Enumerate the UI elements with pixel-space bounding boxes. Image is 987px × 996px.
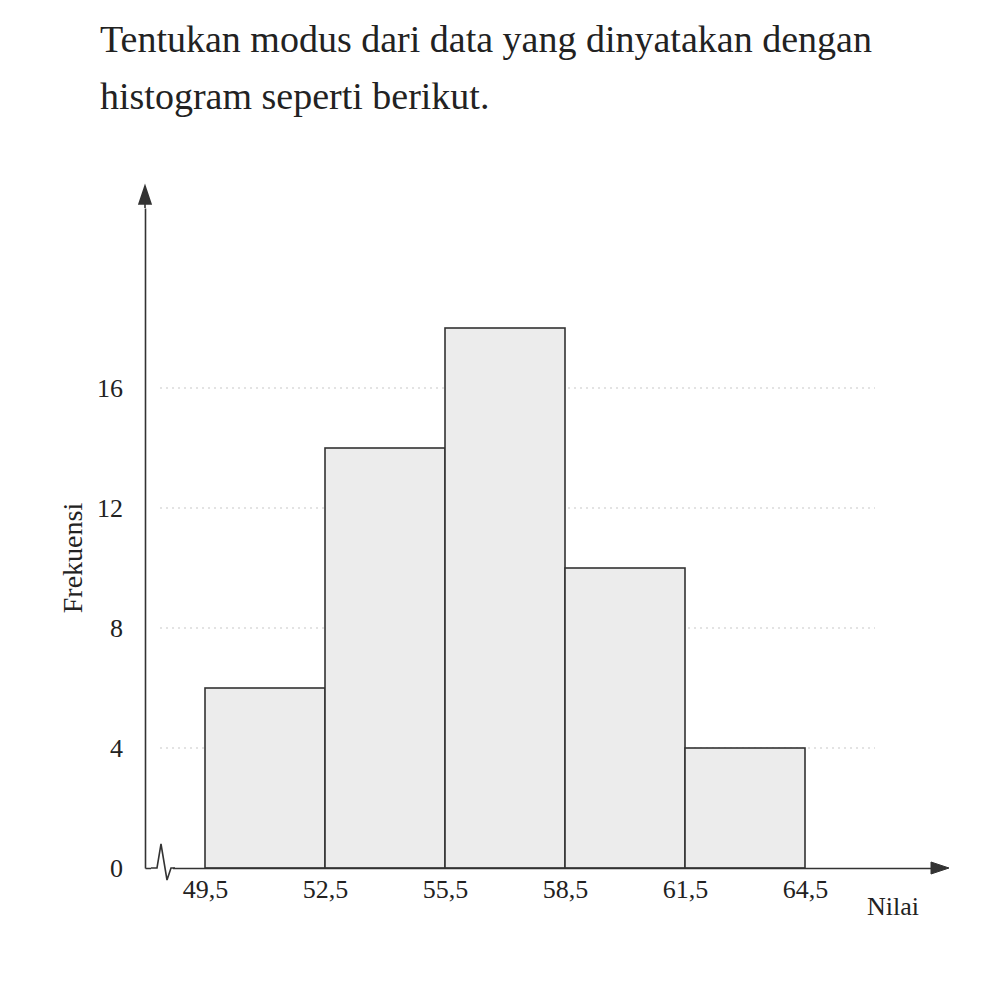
y-tick: 12 [97,494,145,523]
bar [445,328,565,868]
y-tick: 0 [110,854,145,883]
y-axis-arrow [139,186,151,208]
x-tick-label: 64,5 [783,875,829,904]
y-axis-line [145,209,147,869]
x-tick: 55,5 [423,868,469,904]
x-tick-label: 58,5 [543,875,589,904]
x-axis-label: Nilai [867,892,919,921]
y-axis: 0 4 8 12 16 [97,209,146,883]
x-tick-label: 61,5 [663,875,709,904]
y-tick-label: 4 [110,734,123,763]
bars [205,328,805,868]
bar [205,688,325,868]
chart: Tentukan modus dari data yang dinyatakan… [0,0,987,996]
y-tick: 4 [110,734,145,763]
title-line: Tentukan modus dari data yang dinyatakan… [100,18,872,60]
y-tick: 16 [97,374,145,403]
y-tick-label: 16 [97,374,123,403]
y-axis-label: Frekuensi [57,503,88,614]
x-tick-label: 49,5 [183,875,229,904]
title: Tentukan modus dari data yang dinyatakan… [100,18,872,117]
x-tick-label: 52,5 [303,875,349,904]
y-tick-label: 0 [110,854,123,883]
x-tick-label: 55,5 [423,875,469,904]
x-axis-arrow [931,862,949,874]
x-axis-line [146,868,946,870]
x-axis: 49,5 52,5 55,5 58,5 61,5 64,5 [146,868,946,904]
x-tick: 61,5 [663,868,709,904]
bar [685,748,805,868]
title-line: histogram seperti berikut. [100,75,489,117]
y-tick-label: 8 [110,614,123,643]
bar [325,448,445,868]
axis-break [151,844,175,880]
x-tick: 49,5 [183,868,229,904]
y-tick: 8 [110,614,145,643]
x-tick: 58,5 [543,868,589,904]
bar [565,568,685,868]
x-tick: 52,5 [303,868,349,904]
x-tick: 64,5 [783,868,829,904]
y-tick-label: 12 [97,494,123,523]
